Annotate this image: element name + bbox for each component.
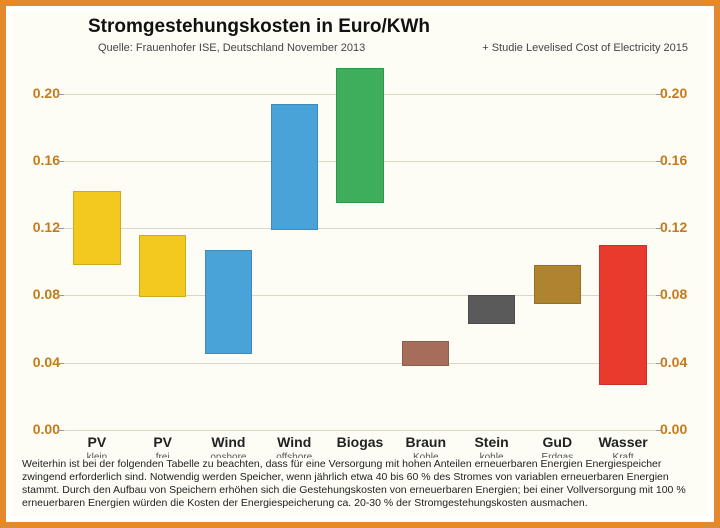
category-label: PV bbox=[129, 434, 196, 450]
gridline bbox=[64, 363, 656, 364]
category-label: GuD bbox=[524, 434, 591, 450]
chart-source: Quelle: Frauenhofer ISE, Deutschland Nov… bbox=[98, 42, 365, 54]
ytick-right: 0.08 bbox=[660, 286, 700, 302]
range-bar bbox=[534, 265, 581, 304]
category-label: PV bbox=[63, 434, 130, 450]
chart-title: Stromgestehungskosten in Euro/KWh bbox=[88, 16, 430, 38]
ytick-left: 0.04 bbox=[20, 354, 60, 370]
category-label: Stein bbox=[458, 434, 525, 450]
range-bar bbox=[468, 295, 515, 324]
gridline bbox=[64, 228, 656, 229]
footnote-text: Weiterhin ist bei der folgenden Tabelle … bbox=[22, 458, 698, 511]
tick-mark bbox=[58, 295, 64, 296]
tick-mark bbox=[656, 295, 662, 296]
ytick-left: 0.12 bbox=[20, 219, 60, 235]
tick-mark bbox=[58, 161, 64, 162]
chart-source-2: + Studie Levelised Cost of Electricity 2… bbox=[482, 42, 688, 54]
range-bar bbox=[205, 250, 252, 354]
range-bar bbox=[73, 191, 120, 265]
ytick-right: 0.04 bbox=[660, 354, 700, 370]
tick-mark bbox=[656, 161, 662, 162]
category-label: Wind bbox=[261, 434, 328, 450]
plot-area: PVkleinPVfreiWindonshoreWindoffshoreBiog… bbox=[64, 60, 656, 430]
ytick-left: 0.16 bbox=[20, 152, 60, 168]
ytick-right: 0.12 bbox=[660, 219, 700, 235]
ytick-left: 0.20 bbox=[20, 85, 60, 101]
tick-mark bbox=[58, 94, 64, 95]
category-label: Biogas bbox=[326, 434, 393, 450]
category-label: Braun bbox=[392, 434, 459, 450]
range-bar bbox=[139, 235, 186, 297]
ytick-right: 0.16 bbox=[660, 152, 700, 168]
range-bar bbox=[336, 68, 383, 203]
ytick-right: 0.20 bbox=[660, 85, 700, 101]
tick-mark bbox=[656, 94, 662, 95]
category-label: Wind bbox=[195, 434, 262, 450]
tick-mark bbox=[58, 228, 64, 229]
category-label: Wasser bbox=[589, 434, 656, 450]
chart-container: Stromgestehungskosten in Euro/KWh Quelle… bbox=[12, 12, 708, 516]
range-bar bbox=[271, 104, 318, 230]
tick-mark bbox=[656, 363, 662, 364]
gridline bbox=[64, 430, 656, 431]
tick-mark bbox=[656, 430, 662, 431]
ytick-right: 0.00 bbox=[660, 421, 700, 437]
range-bar bbox=[599, 245, 646, 385]
tick-mark bbox=[58, 363, 64, 364]
tick-mark bbox=[656, 228, 662, 229]
range-bar bbox=[402, 341, 449, 366]
tick-mark bbox=[58, 430, 64, 431]
ytick-left: 0.00 bbox=[20, 421, 60, 437]
ytick-left: 0.08 bbox=[20, 286, 60, 302]
